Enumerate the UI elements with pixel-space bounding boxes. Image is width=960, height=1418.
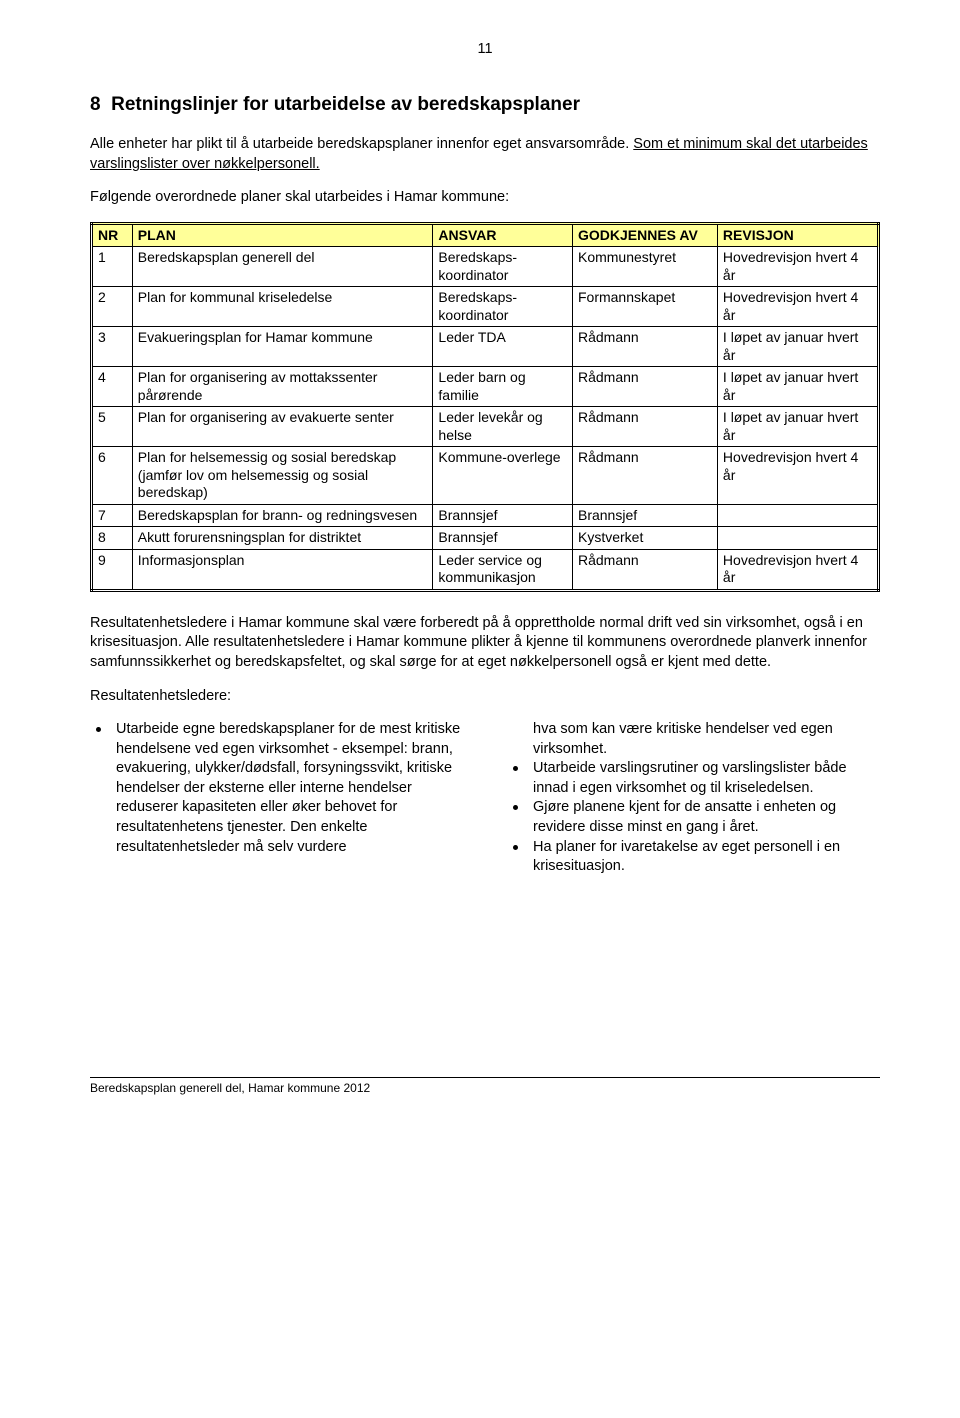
cell-plan: Beredskapsplan generell del <box>132 247 433 287</box>
cell-ansvar: Leder TDA <box>433 327 573 367</box>
cell-revisjon: I løpet av januar hvert år <box>717 407 878 447</box>
header-plan: PLAN <box>132 223 433 247</box>
right-column: hva som kan være kritiske hendelser ved … <box>507 720 880 877</box>
two-column-layout: Utarbeide egne beredskapsplaner for de m… <box>90 720 880 877</box>
cell-godkjennes: Formannskapet <box>572 287 717 327</box>
post-table-paragraph-1: Resultatenhetsledere i Hamar kommune ska… <box>90 614 880 673</box>
cell-revisjon: Hovedrevisjon hvert 4 år <box>717 549 878 590</box>
list-item: Gjøre planene kjent for de ansatte i enh… <box>507 798 880 837</box>
cell-nr: 2 <box>92 287 133 327</box>
header-godkjennes: GODKJENNES AV <box>572 223 717 247</box>
bullet-list-right: Utarbeide varslingsrutiner og varslingsl… <box>507 759 880 876</box>
bullet-list-left: Utarbeide egne beredskapsplaner for de m… <box>90 720 463 857</box>
cell-ansvar: Leder levekår og helse <box>433 407 573 447</box>
cell-plan: Akutt forurensningsplan for distriktet <box>132 527 433 550</box>
list-item: Ha planer for ivaretakelse av eget perso… <box>507 838 880 877</box>
cell-plan: Plan for organisering av mottakssenter p… <box>132 367 433 407</box>
section-title-text: Retningslinjer for utarbeidelse av bered… <box>111 94 580 115</box>
cell-nr: 6 <box>92 447 133 505</box>
intro-p1a: Alle enheter har plikt til å utarbeide b… <box>90 136 633 152</box>
plans-table: NR PLAN ANSVAR GODKJENNES AV REVISJON 1B… <box>90 222 880 592</box>
list-item-text: Utarbeide egne beredskapsplaner for de m… <box>116 720 463 857</box>
table-row: 4Plan for organisering av mottakssenter … <box>92 367 879 407</box>
cell-ansvar: Brannsjef <box>433 527 573 550</box>
intro-paragraph-1: Alle enheter har plikt til å utarbeide b… <box>90 135 880 174</box>
table-row: 3Evakueringsplan for Hamar kommuneLeder … <box>92 327 879 367</box>
cell-godkjennes: Kystverket <box>572 527 717 550</box>
table-row: 9InformasjonsplanLeder service og kommun… <box>92 549 879 590</box>
list-item: Utarbeide egne beredskapsplaner for de m… <box>90 720 463 857</box>
cell-revisjon <box>717 527 878 550</box>
cell-nr: 7 <box>92 504 133 527</box>
cell-plan: Informasjonsplan <box>132 549 433 590</box>
cell-godkjennes: Rådmann <box>572 327 717 367</box>
cell-godkjennes: Rådmann <box>572 367 717 407</box>
table-row: 5Plan for organisering av evakuerte sent… <box>92 407 879 447</box>
list-item-text: Utarbeide varslingsrutiner og varslingsl… <box>533 759 880 798</box>
cell-godkjennes: Brannsjef <box>572 504 717 527</box>
cell-nr: 4 <box>92 367 133 407</box>
cell-nr: 9 <box>92 549 133 590</box>
header-ansvar: ANSVAR <box>433 223 573 247</box>
table-row: 2Plan for kommunal kriseledelseBeredskap… <box>92 287 879 327</box>
cell-revisjon: Hovedrevisjon hvert 4 år <box>717 247 878 287</box>
cell-nr: 1 <box>92 247 133 287</box>
page-footer: Beredskapsplan generell del, Hamar kommu… <box>90 1077 880 1096</box>
list-item-text: Ha planer for ivaretakelse av eget perso… <box>533 838 880 877</box>
cell-plan: Plan for kommunal kriseledelse <box>132 287 433 327</box>
cell-revisjon: I løpet av januar hvert år <box>717 327 878 367</box>
cell-ansvar: Brannsjef <box>433 504 573 527</box>
list-item: Utarbeide varslingsrutiner og varslingsl… <box>507 759 880 798</box>
cell-godkjennes: Rådmann <box>572 447 717 505</box>
cell-revisjon: I løpet av januar hvert år <box>717 367 878 407</box>
cell-godkjennes: Kommunestyret <box>572 247 717 287</box>
cell-ansvar: Kommune-overlege <box>433 447 573 505</box>
cell-ansvar: Leder barn og familie <box>433 367 573 407</box>
table-row: 6Plan for helsemessig og sosial beredska… <box>92 447 879 505</box>
list-item-text: Gjøre planene kjent for de ansatte i enh… <box>533 798 880 837</box>
table-row: 8Akutt forurensningsplan for distriktetB… <box>92 527 879 550</box>
table-header-row: NR PLAN ANSVAR GODKJENNES AV REVISJON <box>92 223 879 247</box>
left-column: Utarbeide egne beredskapsplaner for de m… <box>90 720 463 877</box>
post-table-paragraph-2: Resultatenhetsledere: <box>90 687 880 707</box>
right-column-intro: hva som kan være kritiske hendelser ved … <box>507 720 880 759</box>
cell-revisjon: Hovedrevisjon hvert 4 år <box>717 447 878 505</box>
cell-revisjon <box>717 504 878 527</box>
cell-ansvar: Beredskaps-koordinator <box>433 287 573 327</box>
cell-ansvar: Beredskaps-koordinator <box>433 247 573 287</box>
cell-godkjennes: Rådmann <box>572 407 717 447</box>
table-row: 7Beredskapsplan for brann- og redningsve… <box>92 504 879 527</box>
cell-plan: Beredskapsplan for brann- og redningsves… <box>132 504 433 527</box>
intro-paragraph-2: Følgende overordnede planer skal utarbei… <box>90 188 880 208</box>
cell-plan: Plan for helsemessig og sosial beredskap… <box>132 447 433 505</box>
cell-nr: 3 <box>92 327 133 367</box>
page-number: 11 <box>90 40 880 60</box>
header-revisjon: REVISJON <box>717 223 878 247</box>
header-nr: NR <box>92 223 133 247</box>
cell-nr: 8 <box>92 527 133 550</box>
cell-godkjennes: Rådmann <box>572 549 717 590</box>
cell-revisjon: Hovedrevisjon hvert 4 år <box>717 287 878 327</box>
section-heading: 8 Retningslinjer for utarbeidelse av ber… <box>90 92 880 118</box>
section-number: 8 <box>90 94 101 115</box>
cell-plan: Plan for organisering av evakuerte sente… <box>132 407 433 447</box>
cell-ansvar: Leder service og kommunikasjon <box>433 549 573 590</box>
cell-nr: 5 <box>92 407 133 447</box>
cell-plan: Evakueringsplan for Hamar kommune <box>132 327 433 367</box>
table-row: 1Beredskapsplan generell delBeredskaps-k… <box>92 247 879 287</box>
